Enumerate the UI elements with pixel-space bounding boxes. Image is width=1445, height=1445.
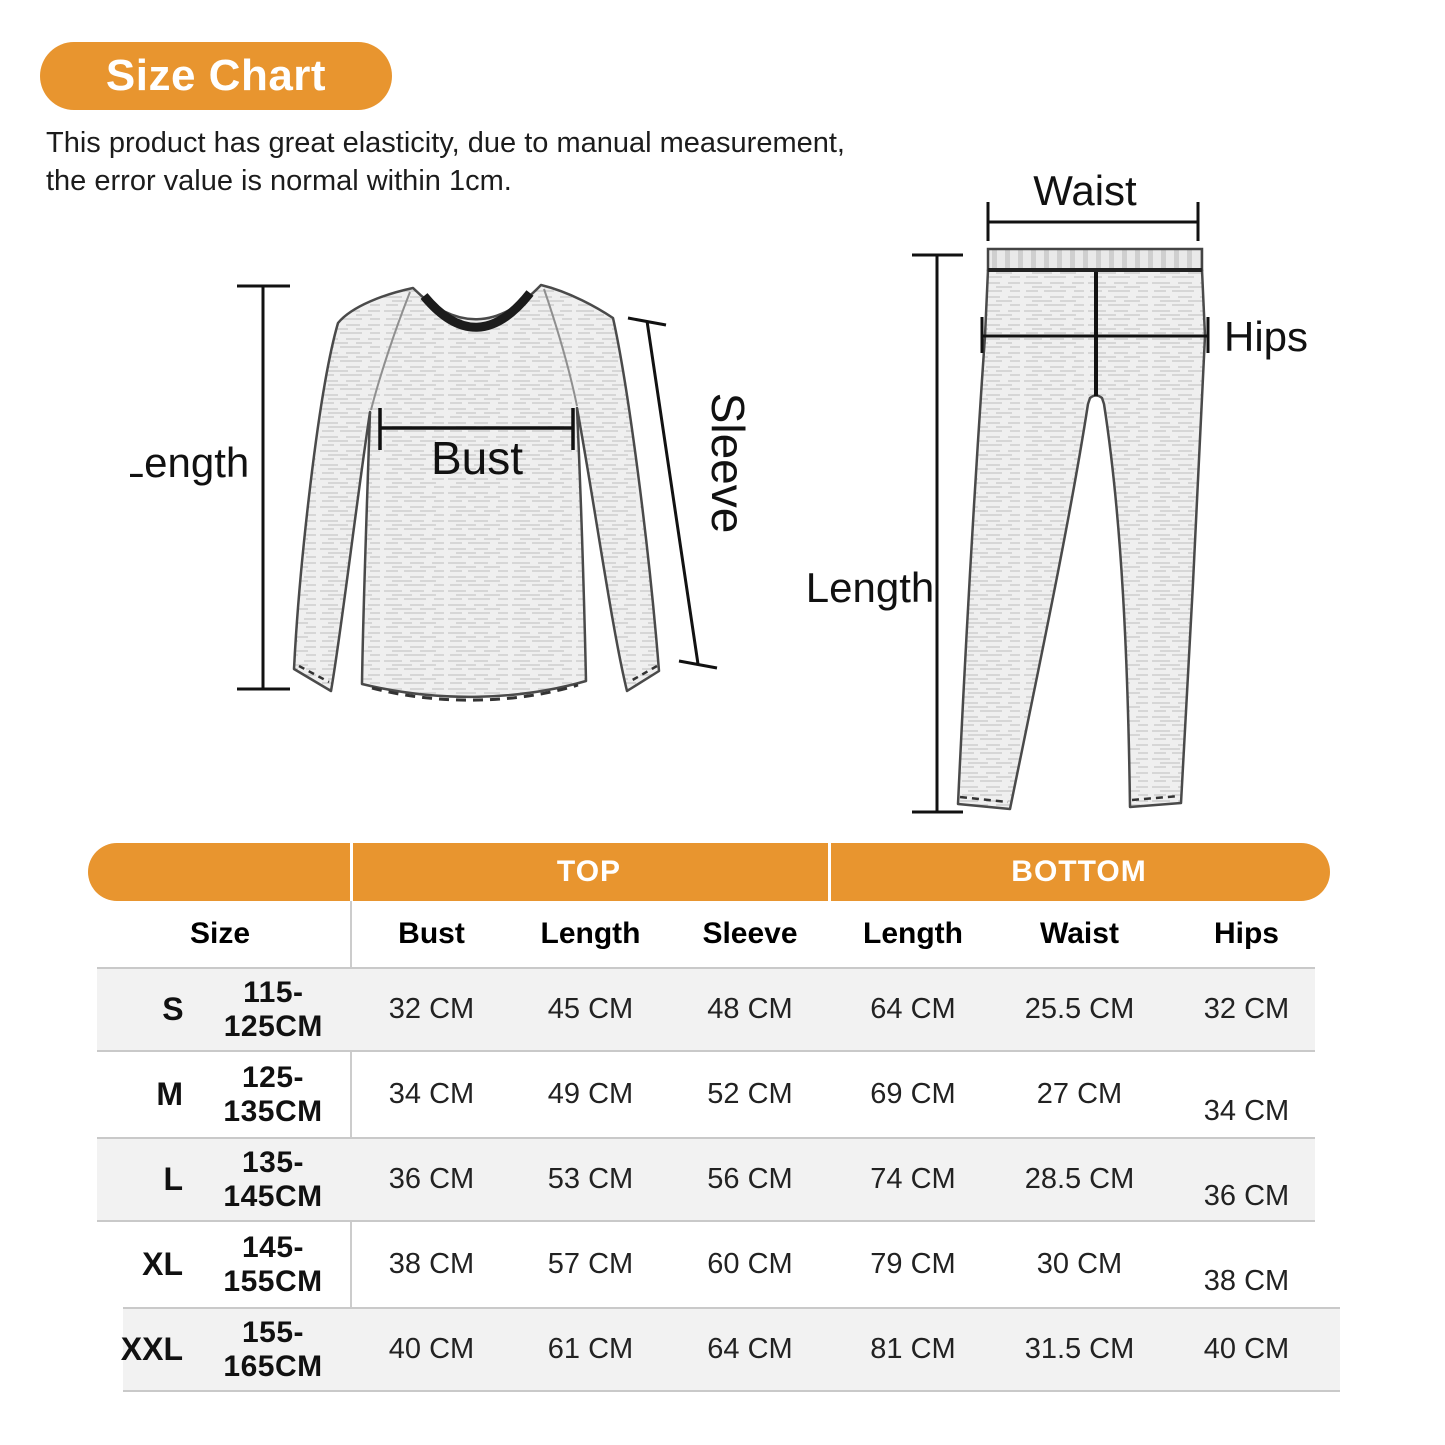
table-row-m: M 125-135CM 34 CM 49 CM 52 CM 69 CM 27 C… (88, 1052, 1330, 1137)
size-label: XL (142, 1246, 184, 1282)
pants-cuff-stitch (959, 794, 1180, 804)
col-header-bottom-length: Length (863, 917, 963, 950)
table-column-headers: Size Bust Length Sleeve Length Waist Hip… (88, 901, 1330, 967)
waist-value: 27 CM (1036, 1078, 1123, 1110)
group-header-top: TOP (556, 855, 622, 888)
col-header-top-length: Length (540, 917, 641, 950)
pants-hips-measure-line (980, 317, 1210, 353)
size-cell: XXL 155-165CM (88, 1316, 352, 1384)
bottom-length-value: 64 CM (870, 993, 956, 1025)
shirt-sleeve-label: Sleeve (702, 393, 754, 534)
table-row-xxl: XXL 155-165CM 40 CM 61 CM 64 CM 81 CM 31… (88, 1307, 1340, 1392)
pants-length-measure-line (912, 253, 963, 814)
sleeve-value: 48 CM (707, 993, 793, 1025)
size-table: TOP BOTTOM Size Bust Length Sleeve Lengt… (88, 843, 1340, 1392)
shirt-hem-stitch (371, 683, 579, 702)
hips-value: 36 CM (1203, 1180, 1290, 1212)
col-header-sleeve: Sleeve (702, 917, 798, 950)
group-header-divider-2 (828, 843, 831, 901)
bottom-garment-diagram: Waist Hips Length (806, 167, 1308, 814)
shirt-length-measure-line (237, 284, 290, 691)
size-label: M (156, 1076, 184, 1112)
top-length-value: 53 CM (547, 1163, 634, 1195)
height-range: 155-165CM (223, 1315, 323, 1383)
group-header-divider-1 (350, 843, 353, 901)
height-range: 125-135CM (223, 1060, 323, 1128)
top-length-value: 57 CM (547, 1248, 634, 1280)
hips-value: 34 CM (1203, 1095, 1290, 1127)
size-chart-badge: Size Chart (40, 42, 392, 110)
shirt-raglan-seams (370, 288, 578, 411)
bust-value: 38 CM (388, 1248, 475, 1280)
elasticity-note-line2: the error value is normal within 1cm. (46, 165, 512, 197)
hips-value: 38 CM (1203, 1265, 1290, 1297)
height-range: 115-125CM (223, 975, 323, 1043)
col-header-waist: Waist (1040, 917, 1119, 950)
bottom-length-value: 79 CM (870, 1248, 956, 1280)
sleeve-value: 60 CM (707, 1248, 793, 1280)
group-header-bottom: BOTTOM (1011, 855, 1147, 888)
bottom-length-value: 81 CM (870, 1333, 956, 1365)
waist-value: 28.5 CM (1024, 1163, 1135, 1195)
bust-value: 32 CM (388, 993, 475, 1025)
shirt-sleeve-measure-line (627, 316, 718, 670)
height-range: 145-155CM (223, 1230, 323, 1298)
table-group-header-bar: TOP BOTTOM (88, 843, 1330, 901)
size-cell: S 115-125CM (88, 976, 352, 1044)
top-length-value: 61 CM (547, 1333, 634, 1365)
waist-value: 30 CM (1036, 1248, 1123, 1280)
shirt-body (292, 283, 661, 699)
shirt-cuff-stitch (298, 664, 658, 684)
top-length-value: 49 CM (547, 1078, 634, 1110)
waist-value: 25.5 CM (1024, 993, 1135, 1025)
top-garment-diagram: Length Bust Sleeve (130, 283, 754, 702)
shirt-collar (420, 290, 534, 332)
top-length-value: 45 CM (547, 993, 634, 1025)
hips-value: 40 CM (1203, 1333, 1290, 1365)
elasticity-note: This product has great elasticity, due t… (46, 124, 845, 200)
page-title: Size Chart (105, 51, 327, 100)
size-cell: L 135-145CM (88, 1146, 352, 1214)
table-body: S 115-125CM 32 CM 45 CM 48 CM 64 CM 25.5… (88, 967, 1340, 1392)
bust-value: 36 CM (388, 1163, 475, 1195)
size-label: XXL (120, 1331, 184, 1367)
col-header-bust: Bust (398, 917, 465, 950)
pants-length-label: Length (806, 564, 934, 611)
pants-hips-label: Hips (1224, 313, 1308, 360)
sleeve-value: 52 CM (707, 1078, 793, 1110)
elasticity-note-line1: This product has great elasticity, due t… (46, 127, 845, 159)
pants-waist-label: Waist (1033, 167, 1137, 214)
table-row-l: L 135-145CM 36 CM 53 CM 56 CM 74 CM 28.5… (88, 1137, 1330, 1222)
size-label: S (162, 991, 184, 1027)
shirt-bust-label: Bust (431, 432, 523, 484)
bottom-length-value: 74 CM (870, 1163, 956, 1195)
size-cell: XL 145-155CM (88, 1231, 352, 1299)
waist-value: 31.5 CM (1024, 1333, 1135, 1365)
col-header-hips: Hips (1213, 917, 1279, 950)
sleeve-value: 64 CM (707, 1333, 793, 1365)
hips-value: 32 CM (1203, 993, 1290, 1025)
bust-value: 40 CM (388, 1333, 475, 1365)
bottom-length-value: 69 CM (870, 1078, 956, 1110)
pants-body (956, 268, 1207, 811)
size-cell: M 125-135CM (88, 1061, 352, 1129)
bust-value: 34 CM (388, 1078, 475, 1110)
table-row-xl: XL 145-155CM 38 CM 57 CM 60 CM 79 CM 30 … (88, 1222, 1330, 1307)
shirt-length-label: Length (130, 439, 249, 486)
table-row-s: S 115-125CM 32 CM 45 CM 48 CM 64 CM 25.5… (88, 967, 1330, 1052)
col-header-size: Size (189, 917, 251, 950)
shirt-bust-measure-line (378, 408, 575, 450)
pants-waistband (986, 247, 1204, 272)
pants-waist-measure-line (986, 202, 1200, 241)
height-range: 135-145CM (223, 1145, 323, 1213)
sleeve-value: 56 CM (707, 1163, 793, 1195)
size-label: L (163, 1161, 184, 1197)
